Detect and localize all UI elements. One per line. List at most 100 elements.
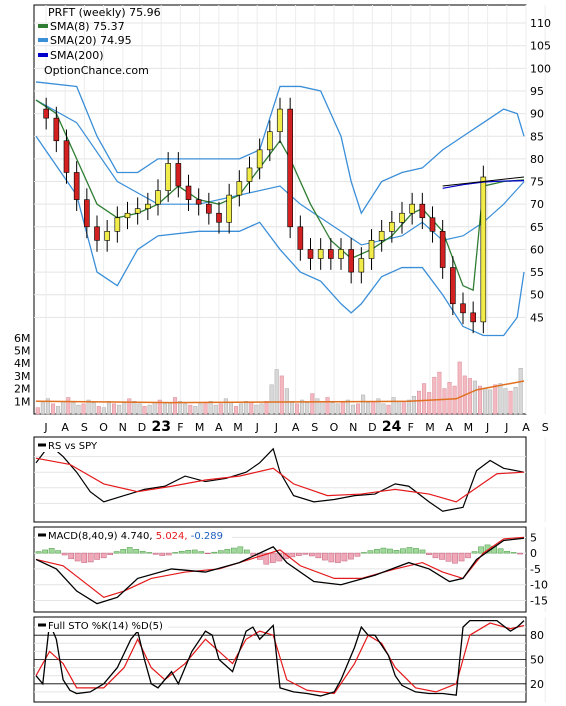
- watermark: OptionChance.com: [44, 64, 149, 77]
- macd-histogram-bar: [445, 552, 452, 562]
- macd-histogram-bar: [55, 550, 61, 554]
- x-tick-label: M: [425, 421, 435, 434]
- volume-bar: [132, 401, 137, 415]
- volume-bar: [396, 401, 401, 415]
- candle-body: [460, 303, 466, 314]
- sto-y-ticks: 80 50 20: [530, 629, 544, 691]
- macd-histogram-bar: [100, 552, 107, 559]
- macd-histogram-bar: [432, 552, 439, 559]
- volume-bar: [508, 390, 513, 415]
- x-tick-label: 23: [151, 419, 170, 435]
- volume-bar: [142, 406, 147, 415]
- volume-bar: [213, 404, 218, 415]
- price-y-tick-label: 50: [530, 289, 544, 302]
- candle-body: [134, 208, 141, 214]
- macd-histogram-bar: [146, 552, 153, 554]
- candle-body: [175, 163, 182, 187]
- volume-bar: [203, 402, 208, 415]
- macd-histogram-bar: [302, 552, 309, 555]
- sto-title: Full STO %K(14) %D(5): [48, 621, 163, 632]
- macd-histogram-bar: [178, 550, 185, 554]
- macd-histogram-bar: [452, 552, 458, 564]
- macd-y-tick-label: 5: [530, 531, 537, 544]
- macd-histogram-bar: [478, 546, 484, 554]
- volume-bar: [386, 404, 391, 415]
- rs-panel: RS vs SPY: [33, 436, 527, 523]
- macd-histogram-bar: [139, 550, 146, 554]
- macd-histogram-bar: [296, 552, 302, 556]
- rs-line: [35, 444, 525, 512]
- volume-bar: [91, 402, 96, 415]
- volume-bar: [223, 398, 228, 415]
- macd-panel: 5 0 -5 -10 -15 MACD(8,40,9) 4.740, 5.024, -0…: [33, 526, 548, 613]
- volume-bar: [350, 404, 355, 415]
- candle-body: [94, 226, 100, 241]
- volume-bar: [76, 404, 81, 415]
- macd-y-tick-label: -5: [530, 563, 541, 576]
- volume-bar: [300, 399, 305, 415]
- x-tick-label: A: [292, 421, 300, 434]
- x-axis-ticks: J A S O N D 23 F M A M J J A S O N D 24 F M A M J J A S: [43, 419, 548, 435]
- volume-bar: [335, 403, 340, 415]
- macd-histogram-bar: [107, 552, 114, 555]
- macd-histogram-bar: [237, 546, 244, 554]
- volume-bar: [137, 403, 142, 415]
- macd-histogram-bar: [81, 552, 88, 563]
- volume-bar: [406, 399, 411, 415]
- volume-bar: [239, 403, 244, 415]
- macd-histogram-bar: [263, 552, 270, 565]
- rs-average-line: [35, 457, 525, 503]
- price-trend-marker: [442, 176, 525, 187]
- candle-body: [348, 249, 354, 273]
- macd-histogram-bar: [74, 552, 81, 562]
- volume-bar: [366, 402, 371, 415]
- volume-bar: [422, 383, 427, 415]
- volume-bar: [467, 378, 472, 415]
- volume-bar: [315, 398, 320, 415]
- legend-sma8: SMA(8) 75.37: [50, 20, 125, 33]
- volume-bar: [147, 404, 152, 415]
- volume-bar: [178, 401, 183, 415]
- sto-series: [35, 619, 525, 697]
- macd-histogram-bar: [348, 552, 354, 560]
- macd-histogram-bar: [94, 552, 101, 560]
- volume-bar: [40, 402, 45, 415]
- volume-bar: [86, 399, 91, 415]
- candle-body: [399, 212, 405, 223]
- volume-bar: [320, 401, 325, 415]
- macd-histogram-bar: [289, 552, 296, 558]
- volume-bar: [157, 399, 162, 415]
- macd-histogram-bar: [497, 548, 504, 554]
- macd-histogram-bar: [35, 551, 42, 554]
- bollinger-upper-line: [35, 81, 525, 215]
- macd-histogram-bar: [48, 548, 55, 554]
- macd-histogram-bar: [458, 552, 465, 562]
- sto-y-tick-label: 50: [530, 654, 544, 667]
- macd-histogram-bar: [387, 548, 393, 554]
- macd-histogram-bar: [42, 549, 48, 554]
- macd-histogram-bar: [269, 552, 276, 563]
- volume-bar: [269, 384, 274, 415]
- candle-body: [368, 240, 375, 259]
- volume-bar: [371, 401, 376, 415]
- volume-bar: [101, 407, 106, 415]
- macd-histogram-bar: [185, 550, 192, 554]
- candle-body: [429, 217, 436, 232]
- macd-histogram-bar: [211, 551, 218, 554]
- x-tick-label: J: [485, 421, 489, 434]
- volume-bar: [96, 406, 101, 415]
- x-tick-label: J: [274, 421, 278, 434]
- price-y-tick-label: 60: [530, 243, 544, 256]
- volume-bar: [503, 388, 508, 415]
- macd-histogram-bar: [374, 549, 380, 554]
- volume-bar: [117, 404, 122, 415]
- sto-panel: 80 50 20 Full STO %K(14) %D(5): [33, 616, 544, 703]
- volume-bar: [483, 388, 488, 415]
- x-tick-label: J: [504, 421, 508, 434]
- macd-histogram-bar: [198, 551, 205, 554]
- volume-bar: [356, 403, 361, 415]
- volume-bar: [518, 368, 523, 415]
- macd-histogram-bar: [341, 552, 348, 562]
- price-y-tick-label: 75: [530, 176, 544, 189]
- macd-histogram-bar: [309, 552, 315, 557]
